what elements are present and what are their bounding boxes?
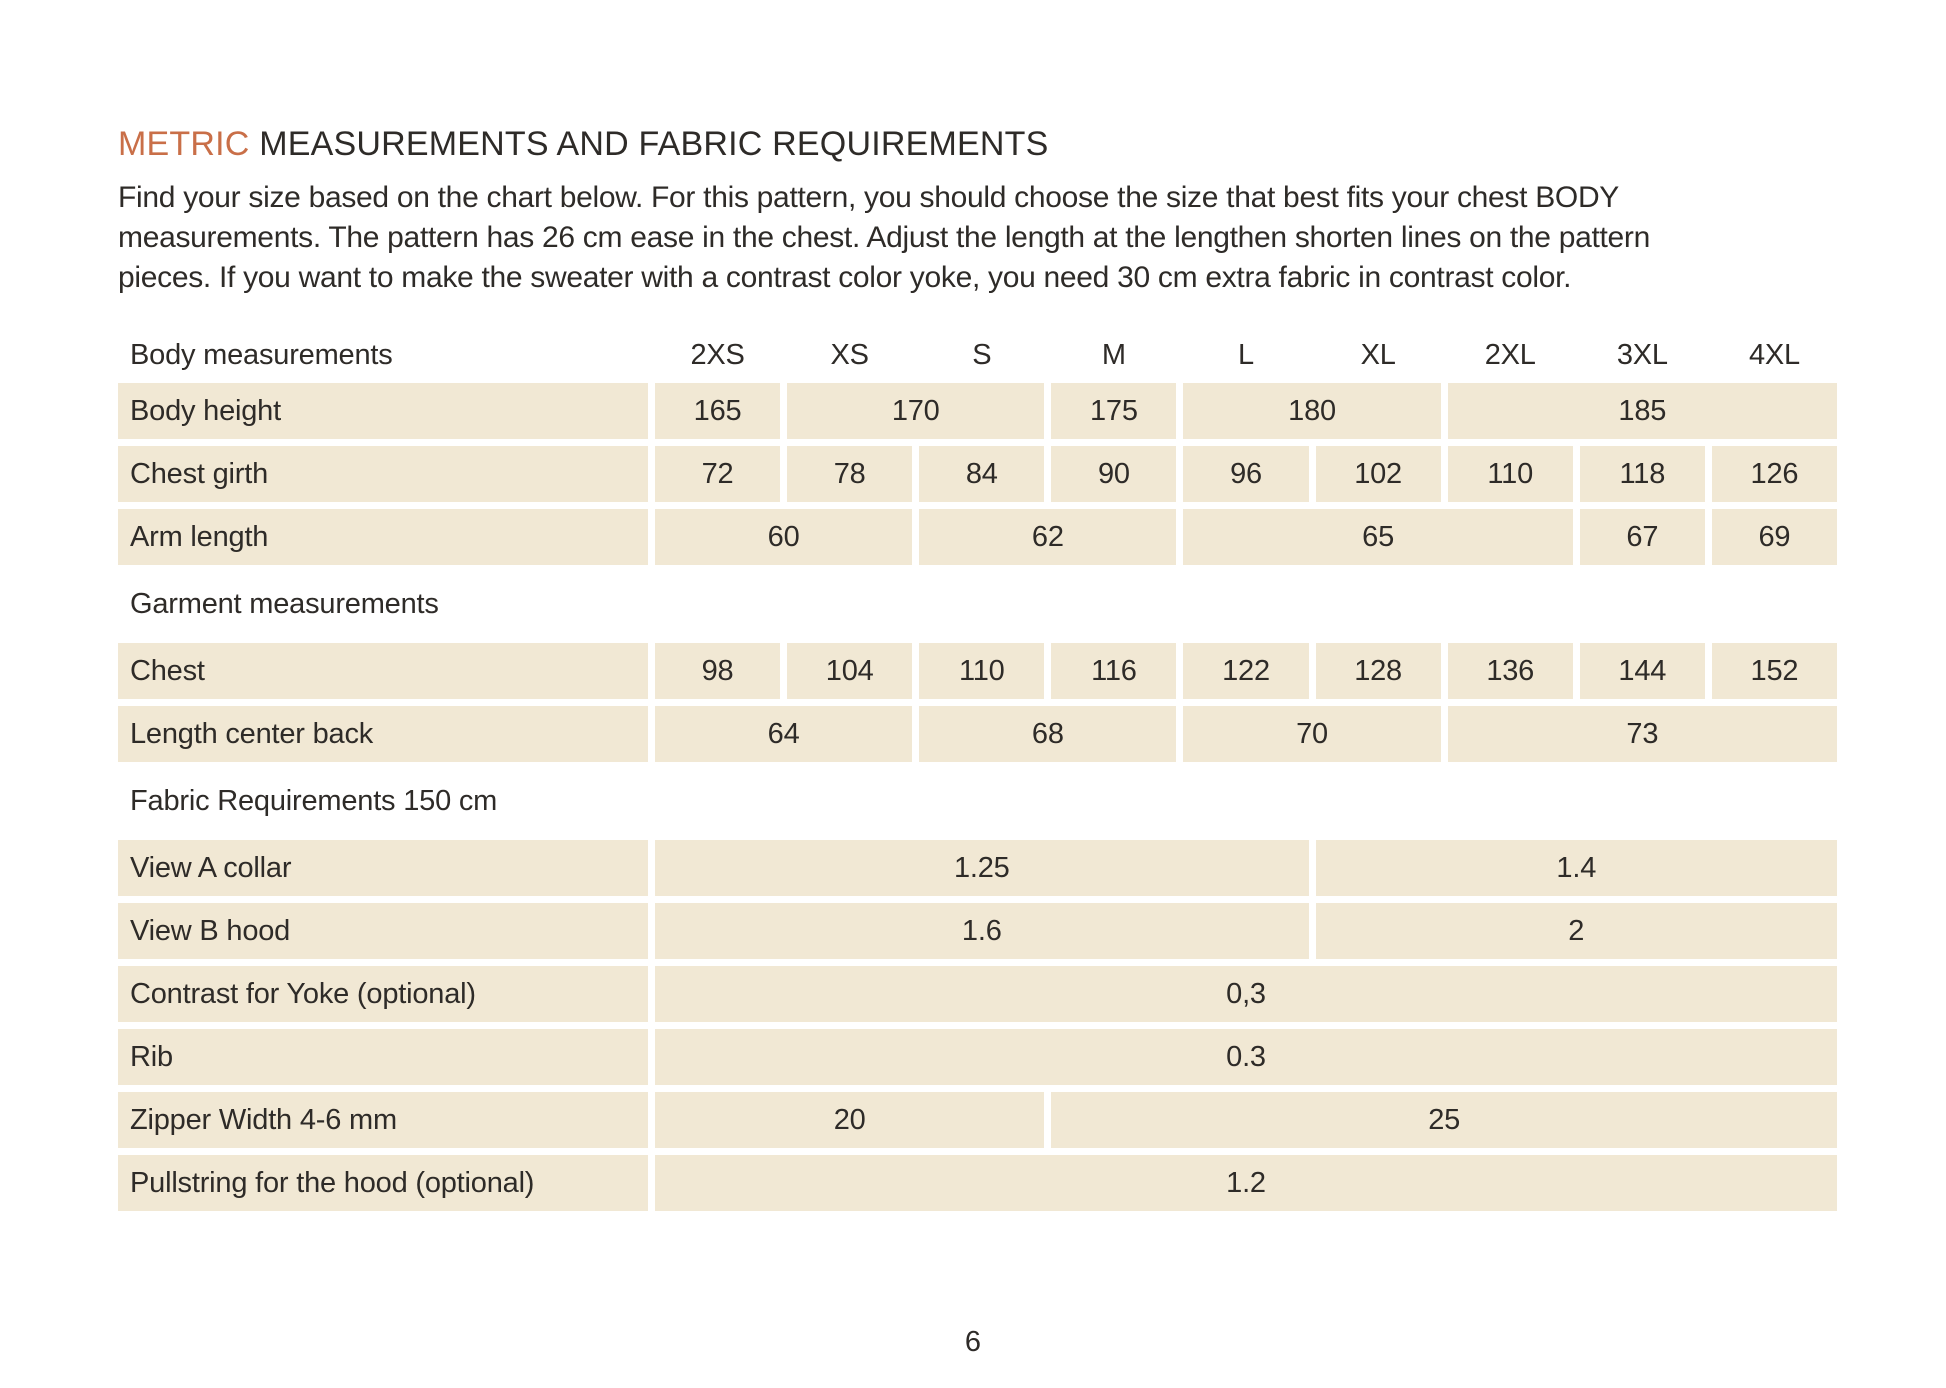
page-number: 6 (964, 1326, 982, 1358)
value-cell: 104 (787, 643, 913, 699)
value-cell: 165 (655, 383, 781, 439)
value-cell: 72 (655, 446, 781, 502)
column-header-size: 2XS (690, 338, 745, 371)
row-label: Chest (118, 643, 648, 699)
value-cell: 73 (1447, 706, 1837, 762)
value-cell: 96 (1183, 446, 1309, 502)
column-header-size: XL (1360, 338, 1396, 371)
value-cell: 67 (1579, 509, 1705, 565)
value-cell: 78 (787, 446, 913, 502)
measurement-table: Body measurements 2XS XS S M L XL 2XL 3XL 4XL Body… (118, 334, 1837, 1211)
value-cell: 170 (787, 383, 1045, 439)
column-header-size: L (1238, 338, 1254, 371)
value-cell: 84 (919, 446, 1045, 502)
value-cell: 128 (1315, 643, 1441, 699)
page-title: METRIC MEASUREMENTS AND FABRIC REQUIREME… (118, 124, 1837, 165)
column-header-size: S (972, 338, 992, 371)
row-label: Zipper Width 4-6 mm (118, 1092, 648, 1148)
row-label: View B hood (118, 903, 648, 959)
row-label: Chest girth (118, 446, 648, 502)
intro-line: pieces. If you want to make the sweater … (118, 261, 1572, 294)
value-cell: 1.2 (655, 1155, 1837, 1211)
value-cell: 20 (655, 1092, 1045, 1148)
value-cell: 0.3 (655, 1029, 1837, 1085)
row-label: Pullstring for the hood (optional) (118, 1155, 648, 1211)
section-header: Garment measurements (130, 587, 439, 620)
intro-line: measurements. The pattern has 26 cm ease… (118, 221, 1651, 254)
value-cell: 152 (1711, 643, 1837, 699)
value-cell: 110 (919, 643, 1045, 699)
value-cell: 90 (1051, 446, 1177, 502)
value-cell: 25 (1051, 1092, 1837, 1148)
value-cell: 2 (1315, 903, 1837, 959)
column-header-size: 3XL (1616, 338, 1668, 371)
value-cell: 1.25 (655, 840, 1309, 896)
column-header-size: M (1101, 338, 1126, 371)
value-cell: 144 (1579, 643, 1705, 699)
value-cell: 136 (1447, 643, 1573, 699)
value-cell: 1.4 (1315, 840, 1837, 896)
intro-paragraph: Find your size based on the chart below.… (118, 178, 1837, 298)
value-cell: 185 (1447, 383, 1837, 439)
value-cell: 180 (1183, 383, 1441, 439)
value-cell: 69 (1711, 509, 1837, 565)
value-cell: 110 (1447, 446, 1573, 502)
title-rest-text: MEASUREMENTS AND FABRIC REQUIREMENTS (259, 125, 1049, 163)
value-cell: 62 (919, 509, 1177, 565)
section-header: Fabric Requirements 150 cm (130, 784, 498, 817)
page-content: METRIC MEASUREMENTS AND FABRIC REQUIREME… (118, 124, 1837, 1211)
value-cell: 65 (1183, 509, 1573, 565)
row-label: Contrast for Yoke (optional) (118, 966, 648, 1022)
value-cell: 98 (655, 643, 781, 699)
value-cell: 0,3 (655, 966, 1837, 1022)
value-cell: 175 (1051, 383, 1177, 439)
row-label: Arm length (118, 509, 648, 565)
value-cell: 1.6 (655, 903, 1309, 959)
row-label: View A collar (118, 840, 648, 896)
value-cell: 64 (655, 706, 913, 762)
row-label: Length center back (118, 706, 648, 762)
row-label: Rib (118, 1029, 648, 1085)
column-header-size: XS (830, 338, 869, 371)
value-cell: 116 (1051, 643, 1177, 699)
value-cell: 122 (1183, 643, 1309, 699)
value-cell: 60 (655, 509, 913, 565)
column-header-size: 4XL (1748, 338, 1800, 371)
row-label: Body height (118, 383, 648, 439)
intro-line: Find your size based on the chart below.… (118, 181, 1620, 214)
title-accent-text: METRIC (118, 125, 250, 163)
value-cell: 118 (1579, 446, 1705, 502)
table-header-label: Body measurements (130, 338, 393, 371)
value-cell: 102 (1315, 446, 1441, 502)
column-header-size: 2XL (1484, 338, 1536, 371)
value-cell: 70 (1183, 706, 1441, 762)
value-cell: 68 (919, 706, 1177, 762)
value-cell: 126 (1711, 446, 1837, 502)
